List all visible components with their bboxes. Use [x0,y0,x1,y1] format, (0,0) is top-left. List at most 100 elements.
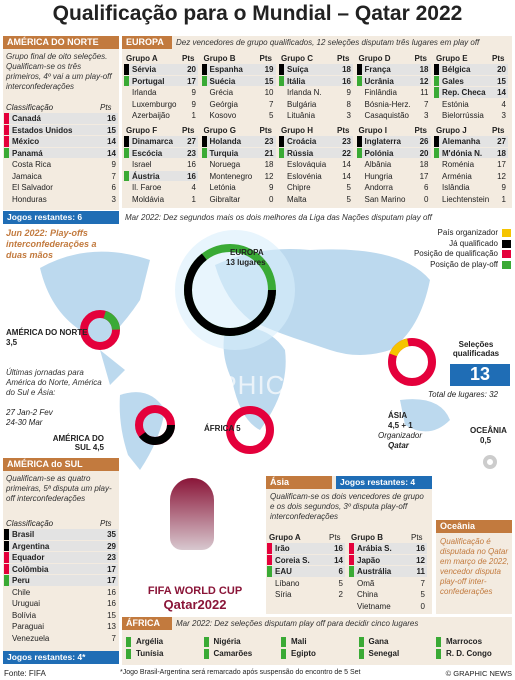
status-marker [356,136,362,147]
team-points: 18 [497,148,506,158]
team-name: Irlanda [132,88,157,97]
row-highlight [124,170,198,181]
team-name: Egipto [291,649,316,658]
team-name: Senegal [368,649,400,658]
team-name: Turquia [209,148,239,158]
team-name: Venezuela [12,633,50,643]
row-highlight [279,136,353,147]
note: Qualificam-se as quatro primeiras, 5ª di… [6,474,112,503]
group-name: Grupo C [281,54,313,63]
team-points: 23 [264,137,274,146]
note: Qualificação é disputada no Qatar em mar… [440,537,509,596]
note: Grupo final de oito seleções. Qualificam… [6,52,112,91]
team-name: Gales [442,76,464,86]
column-label: Pts [414,126,427,135]
team-name: Austrália [357,567,392,576]
team-name: Gibraltar [209,194,241,204]
panel [122,617,512,665]
team-name: México [12,137,40,146]
status-marker [434,147,439,158]
team-name: Canadá [12,114,41,123]
team-points: 12 [497,171,506,181]
row-highlight [267,543,345,554]
status-marker [201,136,207,147]
team-points: 7 [420,578,425,588]
team-name: Bélgica [442,65,471,74]
team-points: 16 [107,114,116,123]
team-name: Chipre [287,183,311,192]
team-name: Finlândia [364,88,397,97]
team-points: 16 [334,544,343,553]
column-label: Pts [337,126,350,135]
map-note: 27 Jan-2 Fev [6,408,53,417]
row-highlight [201,136,276,147]
team-points: 18 [419,65,429,74]
status-marker [279,75,284,86]
team-name: Arménia [442,171,472,181]
team-name: China [357,590,378,599]
column-label: Pts [492,126,505,135]
team-points: 15 [107,610,116,620]
team-points: 18 [342,65,351,74]
legend-swatch [502,250,511,258]
column-label: Classificação [6,103,54,112]
team-name: Dinamarca [132,137,173,146]
team-points: 9 [111,160,116,169]
status-marker [203,649,209,659]
status-marker [281,649,286,659]
row-highlight [4,136,118,147]
status-marker [267,566,272,577]
team-name: Bolívia [12,610,37,620]
team-name: Argélia [136,637,164,646]
map-label: ÁSIA [388,411,408,420]
row-highlight [356,64,431,75]
row-highlight [4,113,118,124]
team-points: 17 [497,160,506,169]
team-name: San Marino [364,194,406,204]
team-points: 18 [264,160,274,169]
map-label: OCEÂNIA [470,426,507,435]
status-marker [279,136,284,147]
team-points: 27 [187,137,196,146]
row-highlight [124,147,198,158]
status-marker [436,637,441,647]
status-marker [434,87,439,98]
column-label: Pts [414,54,427,63]
team-points: 21 [264,148,274,158]
team-points: 27 [497,137,506,146]
section-header: AMÉRICA do SUL [3,458,119,471]
team-points: 26 [419,137,429,146]
row-highlight [349,554,427,565]
map-label: 0,5 [480,436,492,445]
team-points: 9 [191,88,196,97]
note: Qualificam-se os dois vencedores de grup… [270,492,424,521]
row-highlight [434,87,508,98]
team-points: 17 [419,171,429,181]
status-marker [4,563,9,574]
row-highlight [279,64,353,75]
logo-text: FIFA WORLD CUP [147,585,243,597]
logo-text: Qatar2022 [163,597,227,612]
section-header: EUROPA [122,36,172,49]
team-points: 1 [191,111,196,120]
team-name: Ucrânia [364,76,394,86]
remaining-games: Jogos restantes: 6 [3,211,119,224]
row-highlight [201,64,276,75]
team-points: 18 [419,160,429,169]
team-points: 16 [107,599,116,608]
team-points: 0 [269,194,274,204]
group-name: Grupo B [203,54,236,63]
team-name: Casaquistão [364,111,409,120]
team-points: 16 [187,171,196,181]
map-note: 24-30 Mar [6,418,43,427]
map-label: EUROPA [230,248,264,257]
team-points: 7 [424,99,429,109]
status-marker [356,147,362,158]
team-name: Rep. Checa [442,88,486,97]
group-name: Grupo A [269,533,301,542]
team-name: Grécia [209,88,234,97]
team-name: Irão [275,544,290,553]
status-marker [124,136,129,147]
column-label: Pts [182,54,195,63]
column-label: Pts [259,126,272,135]
